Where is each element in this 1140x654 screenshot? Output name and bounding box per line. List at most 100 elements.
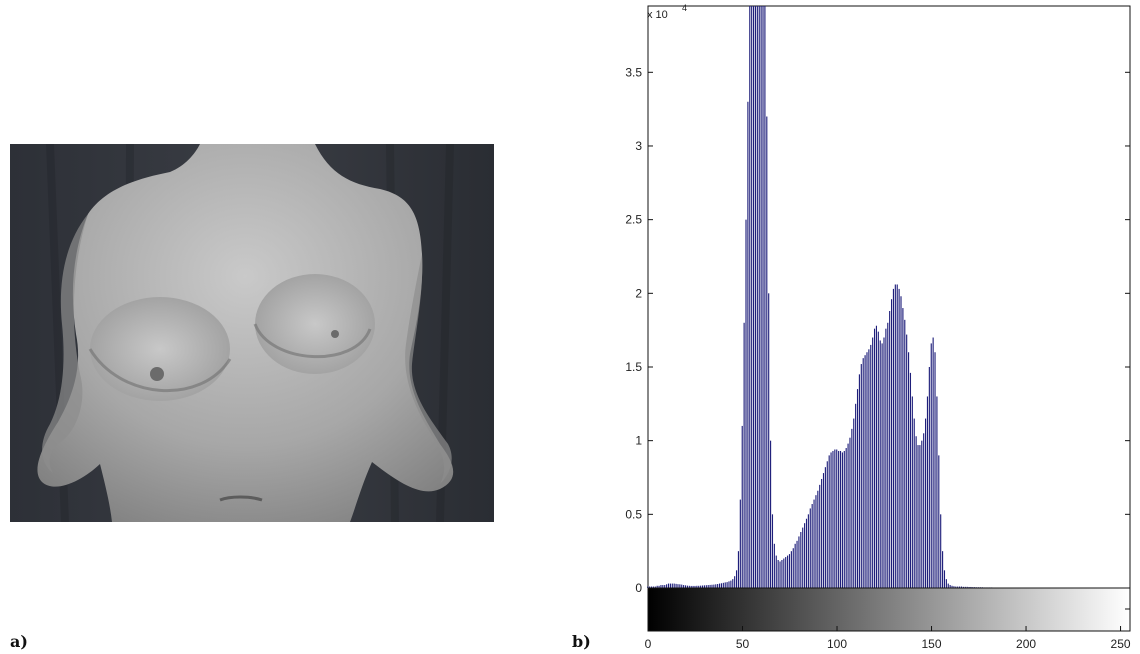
histogram-bar (838, 450, 840, 588)
histogram-bar (945, 579, 947, 588)
histogram-bar (705, 585, 707, 588)
histogram-bar (964, 586, 966, 588)
histogram-bar (881, 343, 883, 588)
histogram-bar (817, 490, 819, 588)
y-tick-label: 3 (635, 139, 642, 153)
histogram-bar (879, 340, 881, 588)
histogram-bar (836, 449, 838, 588)
histogram-bar (824, 467, 826, 588)
histogram-bar (800, 532, 802, 588)
histogram-bar (779, 561, 781, 588)
histogram-bar (862, 358, 864, 588)
histogram-bar (677, 584, 679, 588)
y-exponent-base: x 10 (647, 9, 668, 21)
histogram-bar (713, 584, 715, 588)
histogram-bar (669, 583, 671, 588)
histogram-bar (949, 585, 951, 588)
histogram-bar (728, 581, 730, 588)
histogram-bar (770, 440, 772, 588)
histogram-bar (785, 557, 787, 588)
histogram-bar (809, 508, 811, 588)
y-tick-label: 0 (635, 581, 642, 595)
histogram-bar (938, 455, 940, 588)
x-tick-label: 0 (645, 637, 652, 651)
histogram-bar (866, 352, 868, 588)
histogram-bar (656, 585, 658, 588)
histogram-bar (650, 586, 653, 588)
histogram-bar (932, 337, 934, 588)
histogram-bar (760, 6, 762, 588)
histogram-bar (885, 328, 887, 588)
histogram-bar (664, 585, 666, 588)
histogram-bar (805, 518, 808, 588)
histogram-bar (894, 284, 896, 588)
histogram-bar (673, 583, 675, 588)
histogram-bar (845, 448, 847, 588)
histogram-bar (790, 551, 792, 588)
histogram-bar (826, 461, 828, 588)
histogram-bar (843, 450, 845, 588)
histogram-bar (887, 322, 889, 588)
histogram-bar (830, 452, 832, 588)
histogram-bar (892, 288, 895, 588)
histogram-bar (970, 586, 972, 588)
histogram-bar (692, 585, 694, 588)
histogram-bar (700, 585, 702, 588)
histogram-bar (753, 6, 755, 588)
histogram-bar (855, 403, 857, 588)
histogram-bar (792, 548, 794, 588)
y-tick-label: 0.5 (625, 507, 642, 521)
histogram-bar (675, 583, 677, 588)
histogram-bar (771, 514, 774, 588)
histogram-bar (873, 328, 876, 588)
histogram-bar (919, 445, 921, 588)
x-tick-label: 200 (1016, 637, 1036, 651)
histogram-bar (913, 418, 915, 588)
histogram-bar (928, 366, 930, 588)
histogram-bar (768, 293, 770, 588)
histogram-bar (908, 352, 910, 588)
histogram-bar (851, 428, 853, 588)
histogram-bar (853, 418, 855, 588)
histogram-bar (906, 334, 908, 588)
histogram-bar (966, 586, 968, 588)
histogram-bar (930, 343, 932, 588)
histogram-bar (720, 583, 722, 588)
histogram-bar (957, 586, 959, 588)
histogram-bar (701, 585, 704, 588)
histogram-bar (741, 425, 743, 588)
histogram-bar (925, 418, 927, 588)
histogram-bar (734, 576, 736, 588)
histogram-bar (868, 349, 870, 588)
histogram-bar (775, 555, 777, 588)
histogram-bar (698, 585, 700, 588)
histogram-bar (718, 583, 721, 588)
histogram-chart: 0 0.5 1 1.5 2 2.5 3 3.5 0 50 100 150 200 250 x 10 4 (600, 0, 1140, 654)
histogram-bar (828, 455, 830, 588)
histogram-bar (917, 445, 919, 588)
histogram-bar (647, 586, 649, 588)
histogram-bar (788, 554, 791, 588)
histogram-bar (681, 584, 683, 588)
histogram-bar (683, 585, 685, 588)
histogram-bar (926, 396, 929, 588)
y-tick-label: 3.5 (625, 65, 642, 79)
x-tick-label: 250 (1111, 637, 1131, 651)
histogram-bar (658, 585, 660, 588)
histogram-bar (953, 586, 955, 588)
histogram-bar (707, 585, 709, 588)
histogram-bar (900, 296, 902, 588)
histogram-bar (758, 6, 760, 588)
histogram-bar (815, 495, 817, 588)
histogram-bar (751, 6, 753, 588)
histogram-bar (743, 322, 745, 588)
histogram-bar (911, 396, 913, 588)
histogram-bar (764, 6, 766, 588)
histogram-bar (745, 219, 747, 588)
histogram-bar (940, 514, 942, 588)
subject-photo (10, 144, 494, 522)
histogram-bar (889, 311, 891, 588)
histogram-bar (662, 585, 664, 588)
histogram-bar (796, 540, 798, 588)
histogram-bar (822, 473, 825, 588)
